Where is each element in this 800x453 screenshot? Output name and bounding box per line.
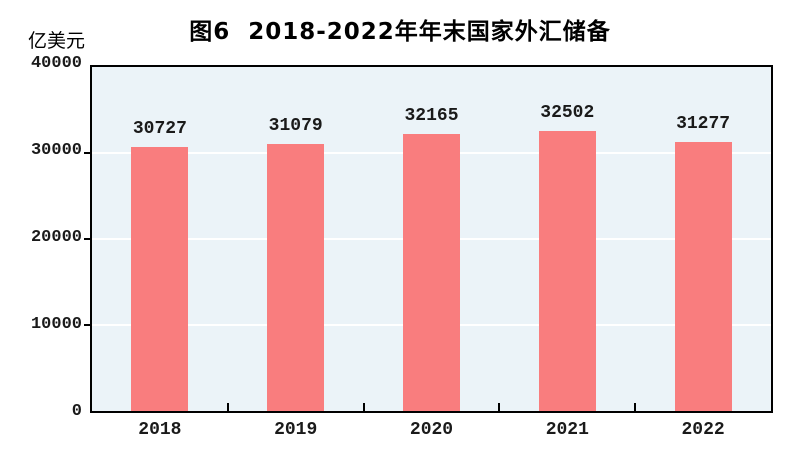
bar-2021 bbox=[538, 131, 596, 411]
y-tick-mark-10000 bbox=[84, 324, 91, 326]
y-tick-mark-20000 bbox=[84, 238, 91, 240]
y-axis-unit-label: 亿美元 bbox=[28, 30, 86, 52]
bar-value-label-2020: 32165 bbox=[404, 106, 459, 127]
y-tick-label-0: 0 bbox=[71, 402, 82, 421]
bar-2019 bbox=[267, 143, 325, 411]
x-tick-label-2020: 2020 bbox=[409, 420, 454, 440]
x-tick-label-2022: 2022 bbox=[681, 420, 725, 440]
x-tick-mark-1 bbox=[226, 403, 229, 411]
x-tick-mark-3 bbox=[498, 403, 501, 411]
y-tick-mark-30000 bbox=[84, 152, 91, 154]
bar-value-label-2021: 32502 bbox=[540, 103, 595, 124]
bar-value-label-2019: 31079 bbox=[268, 115, 323, 136]
x-tick-label-2021: 2021 bbox=[545, 420, 589, 440]
bar-2022 bbox=[674, 142, 732, 411]
bar-value-label-2018: 30727 bbox=[132, 118, 187, 139]
y-tick-label-30000: 30000 bbox=[30, 141, 82, 160]
x-tick-mark-4 bbox=[634, 403, 637, 411]
y-tick-label-10000: 10000 bbox=[30, 315, 82, 334]
x-tick-mark-2 bbox=[362, 403, 365, 411]
bar-2018 bbox=[131, 146, 189, 411]
y-tick-label-20000: 20000 bbox=[30, 228, 82, 247]
bar-value-label-2022: 31277 bbox=[676, 114, 731, 135]
x-tick-label-2019: 2019 bbox=[274, 420, 318, 440]
plot-area: 30727 31079 32165 32502 31277 bbox=[90, 65, 773, 413]
y-tick-label-40000: 40000 bbox=[30, 54, 82, 73]
x-tick-label-2018: 2018 bbox=[138, 420, 182, 440]
chart-title: 图6 2018-2022年年末国家外汇储备 bbox=[189, 19, 611, 45]
bar-2020 bbox=[403, 134, 460, 411]
